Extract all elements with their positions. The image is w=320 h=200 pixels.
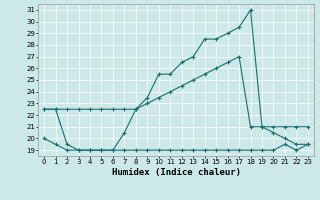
X-axis label: Humidex (Indice chaleur): Humidex (Indice chaleur) bbox=[111, 168, 241, 177]
